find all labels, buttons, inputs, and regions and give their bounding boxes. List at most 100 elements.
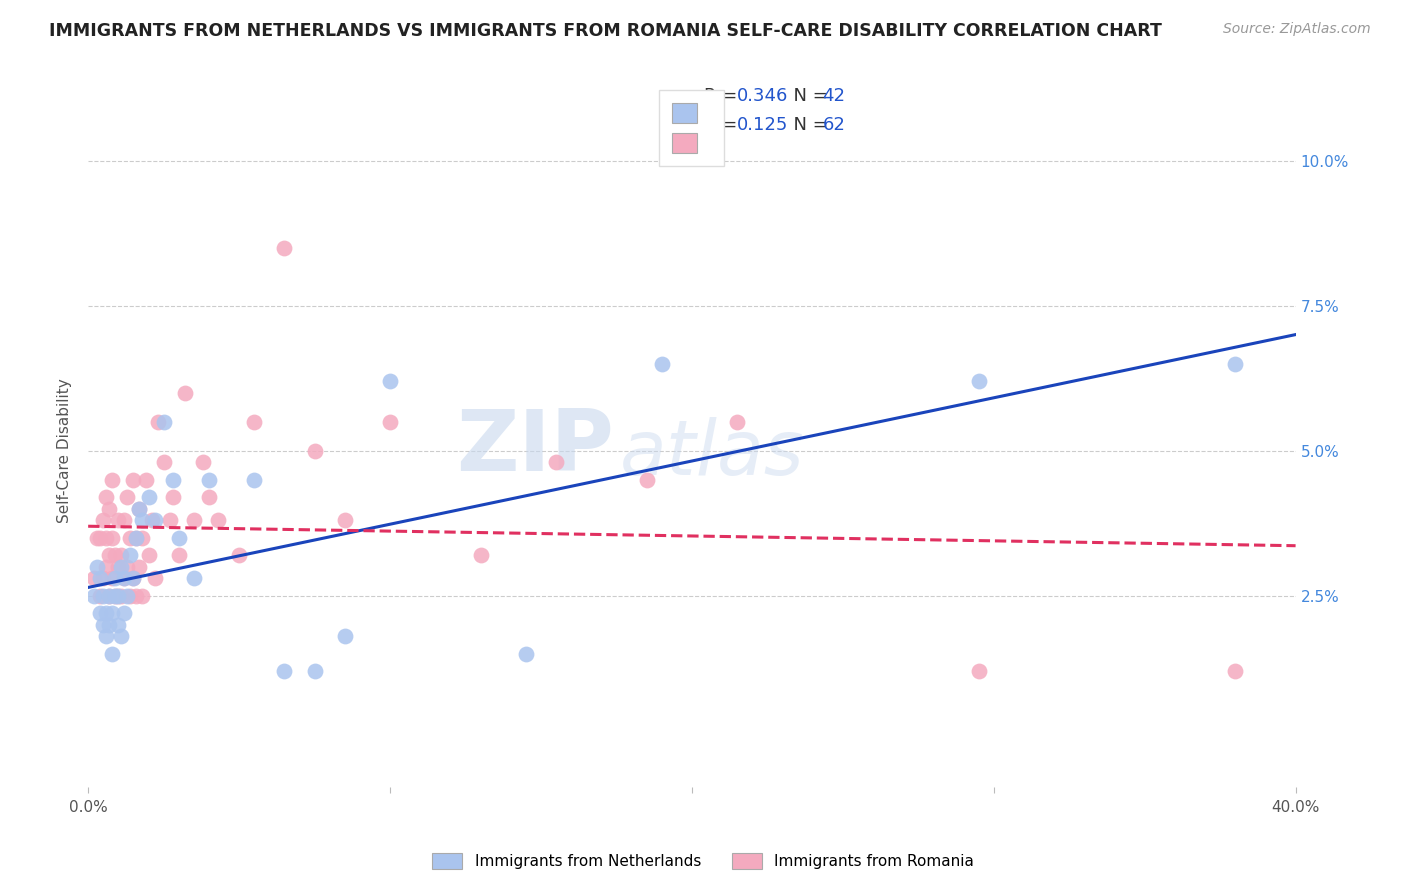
Point — [131, 531, 153, 545]
Point — [107, 617, 129, 632]
Point — [125, 589, 148, 603]
Text: IMMIGRANTS FROM NETHERLANDS VS IMMIGRANTS FROM ROMANIA SELF-CARE DISABILITY CORR: IMMIGRANTS FROM NETHERLANDS VS IMMIGRANT… — [49, 22, 1163, 40]
Point — [89, 589, 111, 603]
Point — [143, 571, 166, 585]
Point — [110, 548, 132, 562]
Point — [131, 589, 153, 603]
Point — [967, 374, 990, 388]
Point — [91, 617, 114, 632]
Point — [207, 513, 229, 527]
Point — [378, 415, 401, 429]
Point — [104, 571, 127, 585]
Point — [191, 455, 214, 469]
Point — [183, 571, 205, 585]
Point — [112, 571, 135, 585]
Point — [107, 559, 129, 574]
Point — [243, 473, 266, 487]
Point — [91, 589, 114, 603]
Point — [110, 589, 132, 603]
Point — [91, 571, 114, 585]
Point — [333, 513, 356, 527]
Point — [112, 606, 135, 620]
Point — [91, 513, 114, 527]
Point — [117, 559, 139, 574]
Point — [122, 571, 145, 585]
Point — [86, 531, 108, 545]
Point — [101, 531, 124, 545]
Point — [112, 571, 135, 585]
Point — [110, 629, 132, 643]
Point — [333, 629, 356, 643]
Point — [83, 589, 105, 603]
Point — [98, 548, 121, 562]
Point — [101, 473, 124, 487]
Point — [159, 513, 181, 527]
Text: 42: 42 — [823, 87, 845, 104]
Point — [104, 548, 127, 562]
Point — [89, 531, 111, 545]
Point — [243, 415, 266, 429]
Point — [128, 559, 150, 574]
Point — [101, 647, 124, 661]
Point — [131, 513, 153, 527]
Point — [117, 490, 139, 504]
Text: ZIP: ZIP — [456, 406, 613, 489]
Point — [515, 647, 537, 661]
Point — [98, 617, 121, 632]
Point — [198, 490, 221, 504]
Point — [304, 443, 326, 458]
Point — [122, 473, 145, 487]
Point — [167, 548, 190, 562]
Point — [967, 664, 990, 678]
Point — [96, 629, 118, 643]
Point — [152, 415, 174, 429]
Point — [104, 589, 127, 603]
Point — [112, 513, 135, 527]
Text: N =: N = — [782, 116, 834, 134]
Point — [273, 664, 295, 678]
Point — [198, 473, 221, 487]
Point — [183, 513, 205, 527]
Point — [141, 513, 163, 527]
Point — [1225, 357, 1247, 371]
Point — [173, 385, 195, 400]
Point — [107, 513, 129, 527]
Point — [107, 589, 129, 603]
Point — [128, 501, 150, 516]
Point — [143, 513, 166, 527]
Point — [651, 357, 673, 371]
Point — [96, 559, 118, 574]
Point — [120, 589, 142, 603]
Point — [125, 531, 148, 545]
Point — [89, 571, 111, 585]
Point — [96, 606, 118, 620]
Text: R =: R = — [704, 87, 742, 104]
Point — [146, 415, 169, 429]
Point — [273, 241, 295, 255]
Point — [117, 589, 139, 603]
Text: R =: R = — [704, 116, 742, 134]
Text: 0.125: 0.125 — [737, 116, 787, 134]
Point — [101, 606, 124, 620]
Y-axis label: Self-Care Disability: Self-Care Disability — [58, 378, 72, 524]
Point — [98, 589, 121, 603]
Legend: Immigrants from Netherlands, Immigrants from Romania: Immigrants from Netherlands, Immigrants … — [426, 847, 980, 875]
Text: 62: 62 — [823, 116, 845, 134]
Point — [107, 589, 129, 603]
Point — [122, 571, 145, 585]
Legend: , : , — [659, 90, 724, 166]
Point — [98, 589, 121, 603]
Point — [152, 455, 174, 469]
Point — [378, 374, 401, 388]
Point — [125, 531, 148, 545]
Point — [138, 548, 160, 562]
Point — [120, 548, 142, 562]
Point — [101, 571, 124, 585]
Point — [138, 490, 160, 504]
Text: 0.346: 0.346 — [737, 87, 787, 104]
Point — [162, 473, 184, 487]
Text: N =: N = — [782, 87, 834, 104]
Point — [167, 531, 190, 545]
Point — [162, 490, 184, 504]
Point — [89, 606, 111, 620]
